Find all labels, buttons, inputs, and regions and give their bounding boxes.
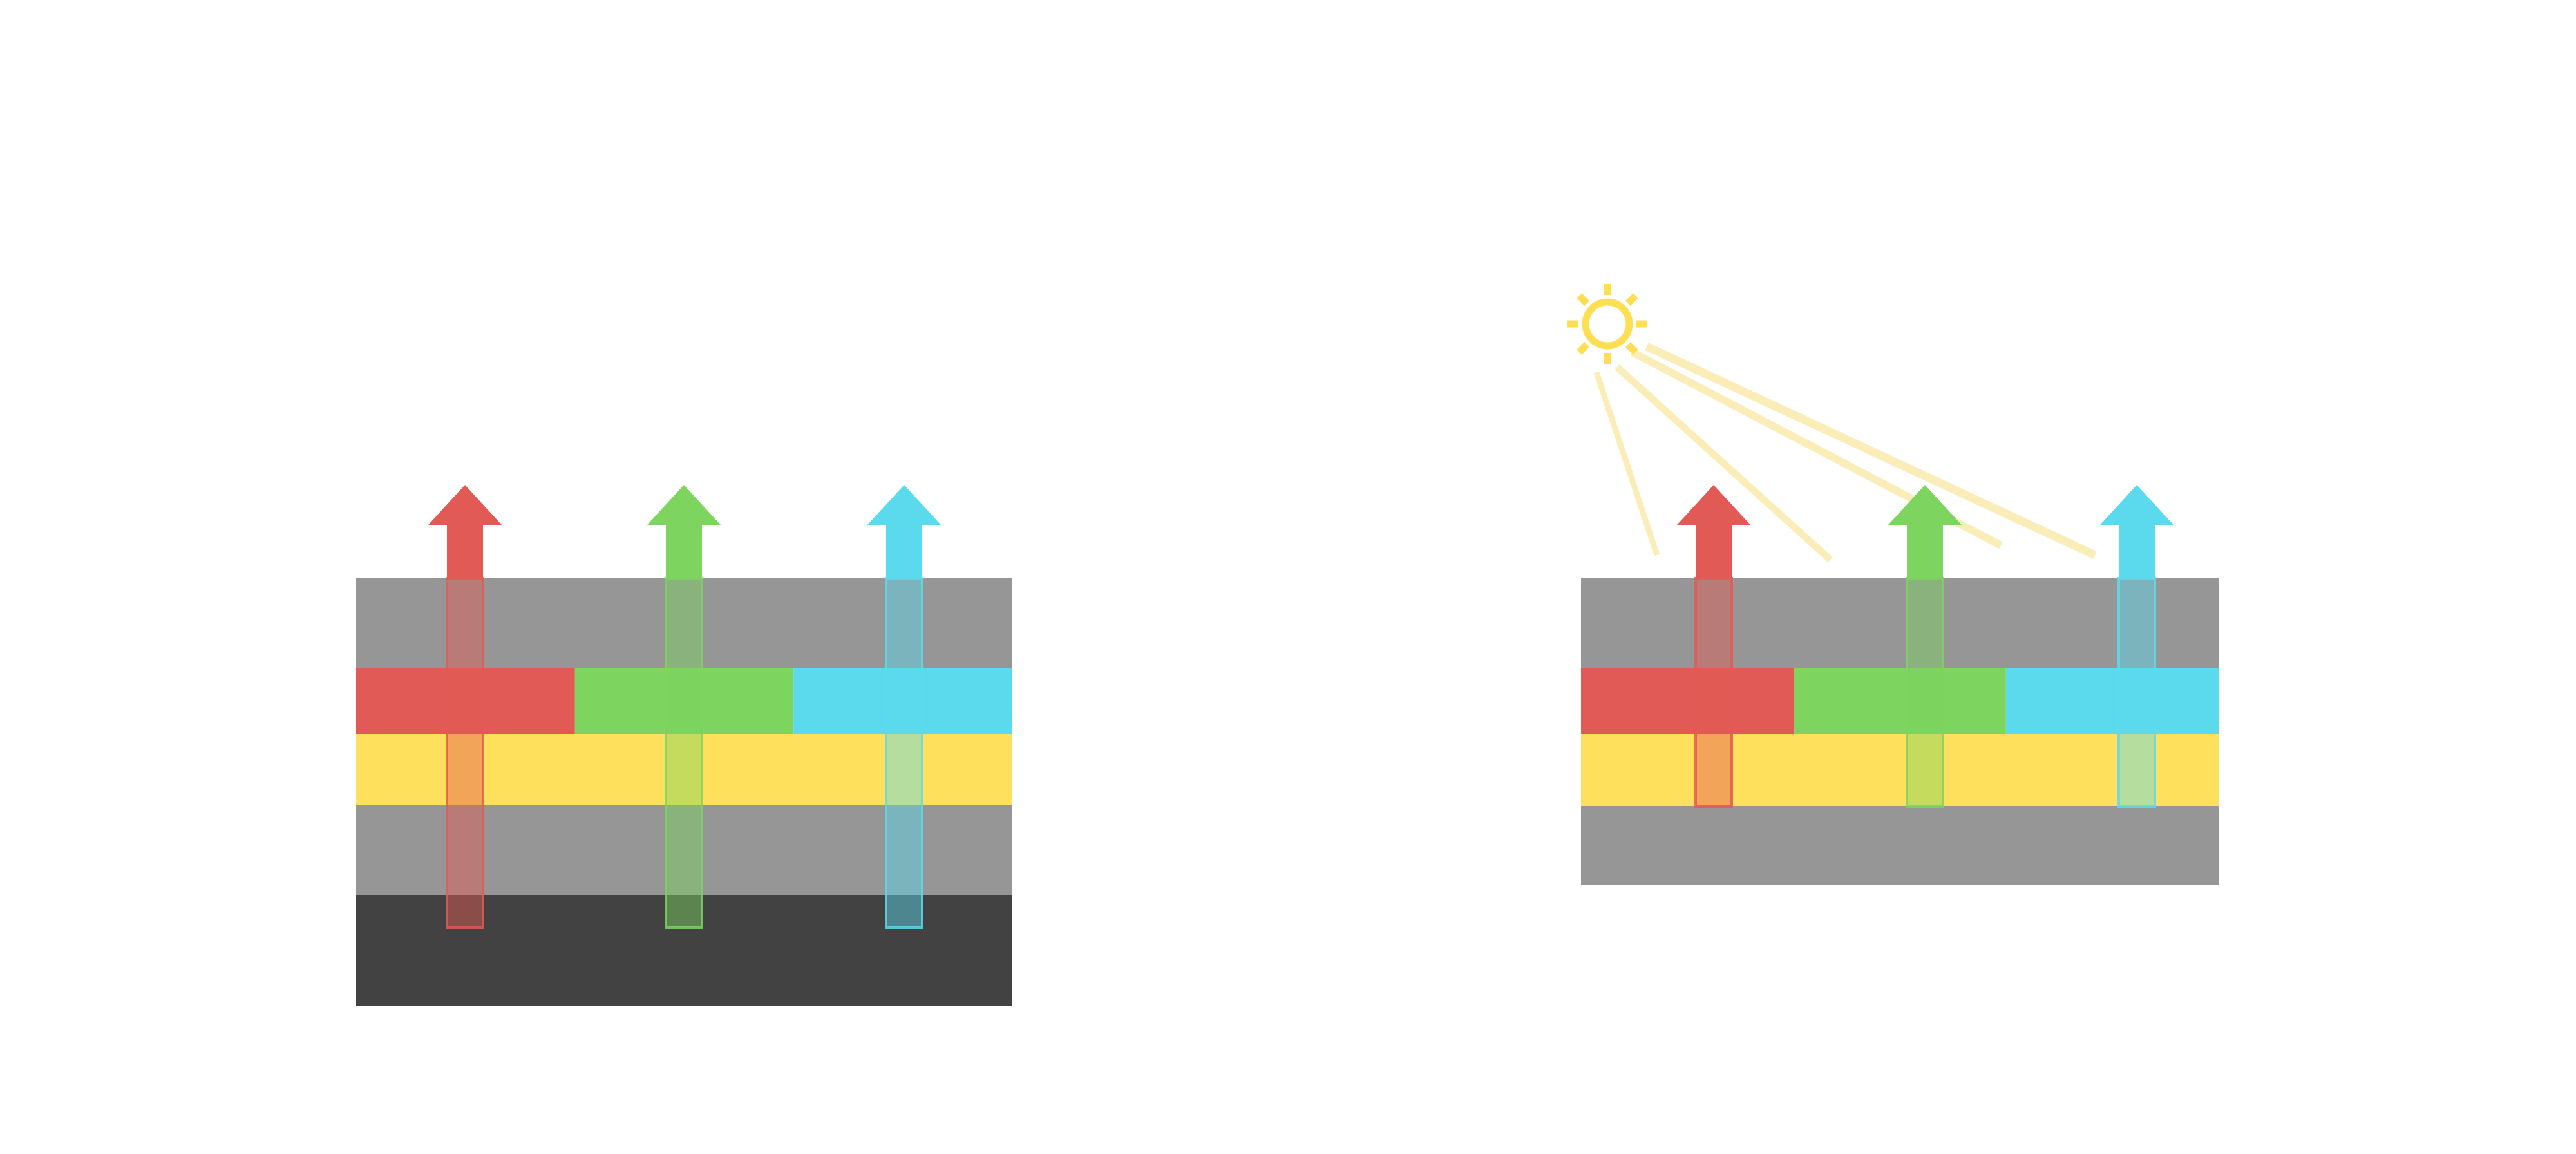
opaque-back-contact-cell <box>356 485 1012 1006</box>
sun-ray-4 <box>1645 343 2097 559</box>
cyan-emission-arrow-head <box>2100 485 2174 578</box>
sun-disc-ring <box>1582 298 1633 350</box>
illuminated-transparent-cell <box>1567 284 2219 885</box>
cyan-absorber-band <box>793 668 1012 734</box>
green-absorber-band <box>574 668 794 734</box>
green-emission-arrow-transmitted-shaft <box>1906 577 1944 808</box>
green-absorber-band <box>1794 668 2006 734</box>
cyan-emission-arrow-transmitted-shaft <box>885 577 923 929</box>
absorber-band-layer <box>356 668 1012 734</box>
yellow-transport-layer <box>1581 734 2219 806</box>
red-absorber-band <box>356 668 575 734</box>
top-contact-layer <box>1581 578 2219 668</box>
opaque-substrate-layer <box>356 895 1012 1006</box>
cyan-emission-arrow[interactable] <box>2100 485 2174 808</box>
green-emission-arrow-head <box>1888 485 1962 578</box>
sun-spike-3 <box>1625 341 1638 355</box>
sun-spike-5 <box>1577 341 1590 355</box>
emission-arrows <box>1677 485 2174 808</box>
red-absorber-band <box>1581 668 1794 734</box>
red-emission-arrow-head <box>1677 485 1750 578</box>
layer-stack <box>1581 578 2219 885</box>
top-contact-layer <box>356 578 1012 668</box>
sun-spike-1 <box>1625 293 1638 307</box>
cyan-emission-arrow-transmitted-shaft <box>2117 577 2156 808</box>
red-emission-arrow-transmitted-shaft <box>1694 577 1733 808</box>
emission-arrows <box>428 485 941 929</box>
sun-ray-1 <box>1593 371 1660 556</box>
cyan-emission-arrow[interactable] <box>867 485 941 929</box>
absorber-band-layer <box>1581 668 2219 734</box>
red-emission-arrow-transmitted-shaft <box>446 577 484 929</box>
yellow-transport-layer <box>356 734 1012 805</box>
sun-ray-2 <box>1615 364 1833 563</box>
back-contact-layer <box>1581 806 2219 885</box>
green-emission-arrow[interactable] <box>647 485 721 929</box>
red-emission-arrow-head <box>428 485 502 578</box>
cyan-emission-arrow-head <box>867 485 941 578</box>
sun-spike-7 <box>1577 293 1590 307</box>
red-emission-arrow[interactable] <box>428 485 502 929</box>
red-emission-arrow[interactable] <box>1677 485 1750 808</box>
layer-stack <box>356 578 1012 1006</box>
green-emission-arrow-transmitted-shaft <box>665 577 703 929</box>
middle-contact-layer <box>356 805 1012 895</box>
cyan-absorber-band <box>2005 668 2219 734</box>
green-emission-arrow[interactable] <box>1888 485 1962 808</box>
green-emission-arrow-head <box>647 485 721 578</box>
